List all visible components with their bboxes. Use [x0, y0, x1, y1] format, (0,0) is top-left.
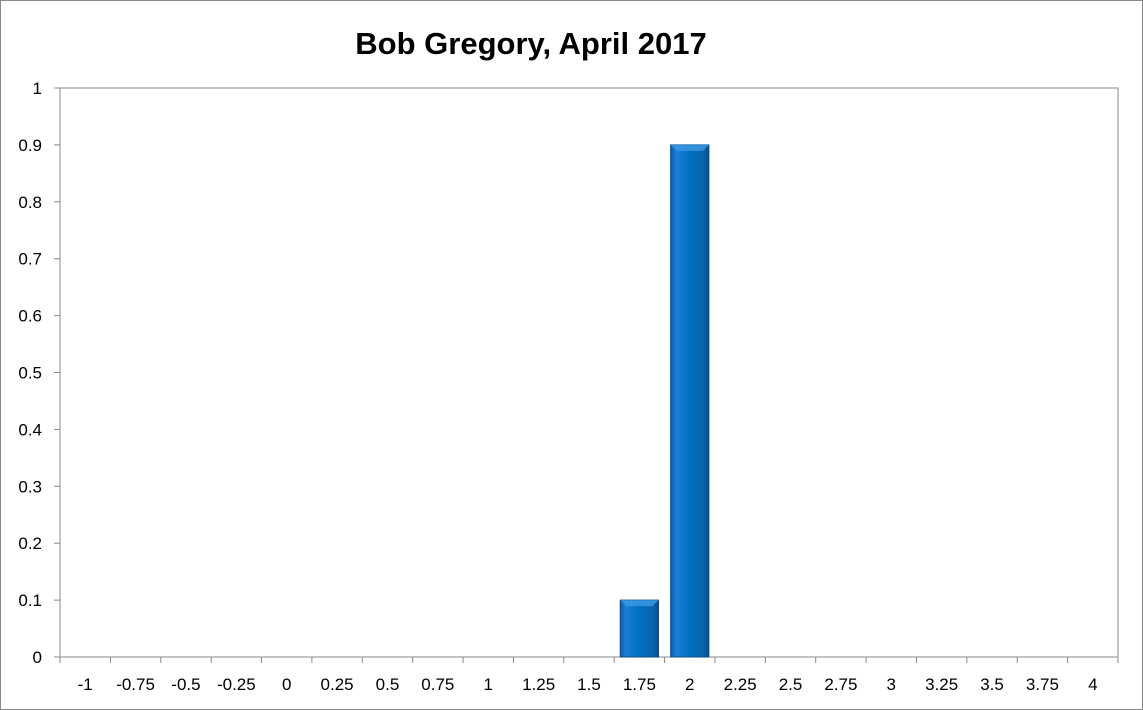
x-tick-label: 1.25	[522, 675, 555, 694]
x-tick-label: -0.5	[171, 675, 200, 694]
y-tick-label: 0.7	[18, 250, 42, 269]
y-tick-label: 0.5	[18, 364, 42, 383]
x-tick-label: 3.75	[1026, 675, 1059, 694]
x-tick-label: 1	[484, 675, 493, 694]
y-tick-label: 0.4	[18, 420, 42, 439]
x-tick-label: 3.25	[925, 675, 958, 694]
x-tick-label: 1.75	[623, 675, 656, 694]
bar-2	[670, 144, 710, 658]
x-tick-label: 0.25	[321, 675, 354, 694]
x-tick-label: -0.75	[116, 675, 155, 694]
bar-1.75	[619, 599, 660, 658]
bar-bevel-1.75	[620, 600, 659, 607]
y-tick-label: 1	[33, 79, 42, 98]
y-tick-label: 0.3	[18, 477, 42, 496]
x-tick-label: 0.75	[421, 675, 454, 694]
x-tick-label: 3.5	[980, 675, 1004, 694]
x-tick-label: 2	[685, 675, 694, 694]
y-tick-label: 0	[33, 648, 42, 667]
y-tick-label: 0.8	[18, 193, 42, 212]
x-tick-label: 2.5	[779, 675, 803, 694]
y-tick-label: 0.6	[18, 307, 42, 326]
x-tick-label: -0.25	[217, 675, 256, 694]
x-tick-label: -1	[78, 675, 93, 694]
x-tick-label: 2.25	[724, 675, 757, 694]
y-tick-label: 0.9	[18, 136, 42, 155]
y-tick-label: 0.1	[18, 591, 42, 610]
x-tick-label: 2.75	[824, 675, 857, 694]
x-tick-label: 3	[887, 675, 896, 694]
x-tick-label: 0.5	[376, 675, 400, 694]
plot-area	[59, 87, 1119, 658]
x-tick-label: 1.5	[577, 675, 601, 694]
x-tick-label: 0	[282, 675, 291, 694]
chart-title: Bob Gregory, April 2017	[355, 26, 707, 61]
x-tick-label: 4	[1088, 675, 1097, 694]
bar-bevel-2	[670, 144, 709, 151]
y-tick-label: 0.2	[18, 534, 42, 553]
